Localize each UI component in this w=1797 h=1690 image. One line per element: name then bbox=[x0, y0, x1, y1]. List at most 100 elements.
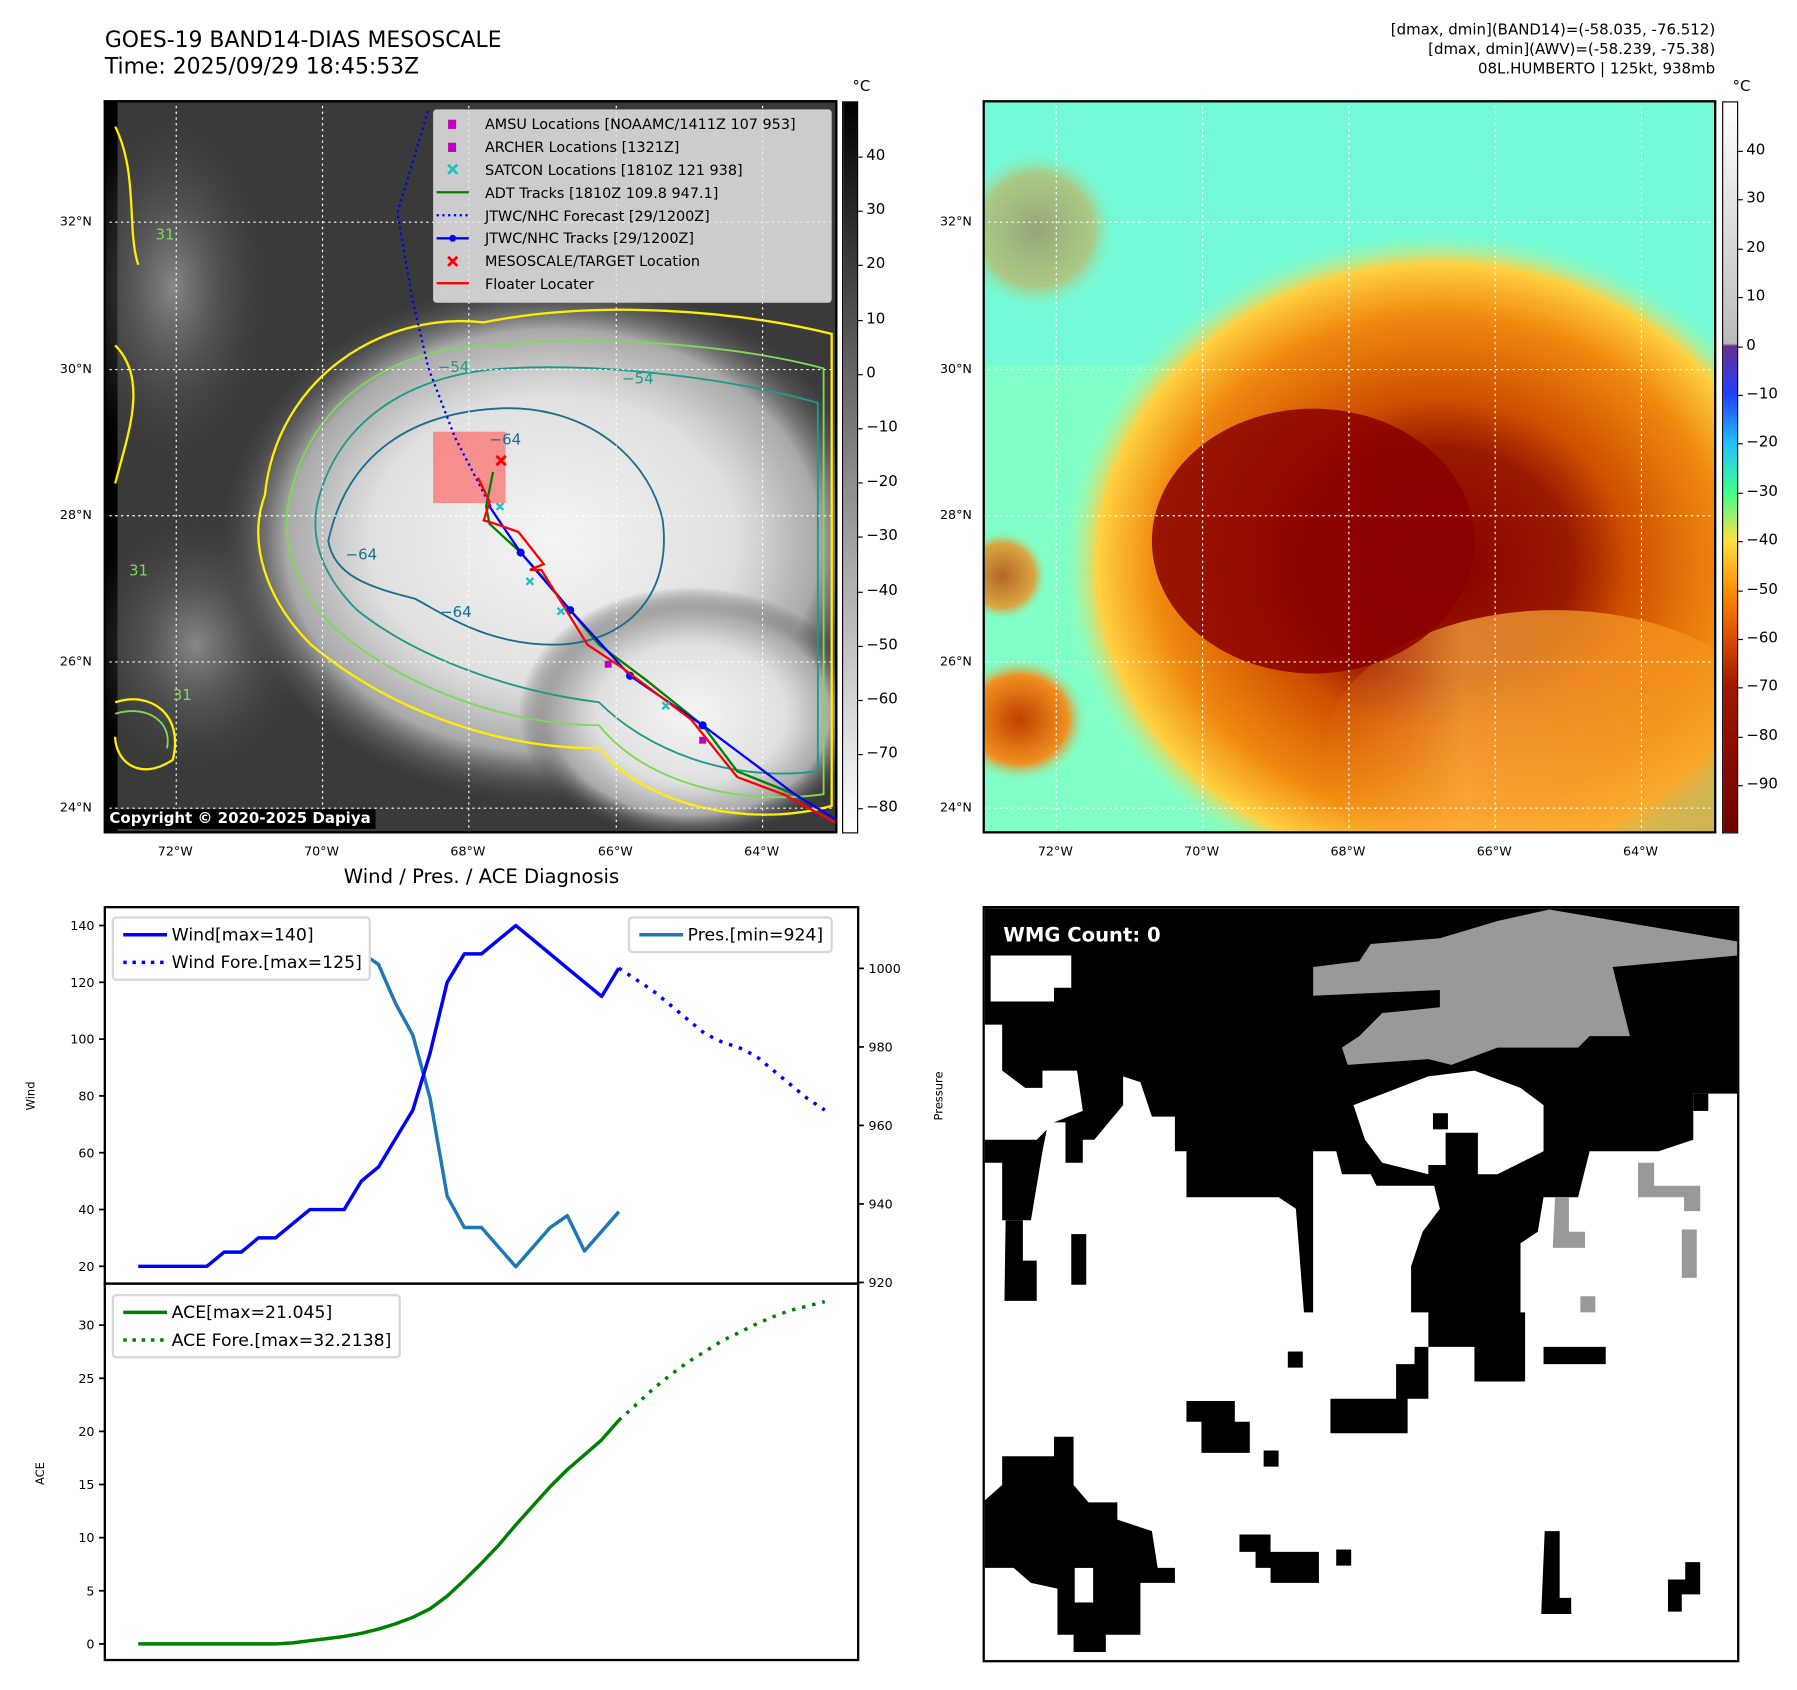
contour-label: −54 bbox=[622, 369, 654, 387]
line-dot-icon bbox=[436, 234, 469, 242]
wind-forecast-line bbox=[617, 966, 826, 1112]
ace-axes bbox=[103, 1282, 860, 1662]
forecast-track bbox=[396, 109, 492, 508]
ace-y-tick-label: 30 bbox=[78, 1318, 94, 1333]
awv-lat-label: 28°N bbox=[939, 507, 972, 523]
legend-label: Floater Locater bbox=[484, 275, 594, 293]
wind-y-tick-label: 100 bbox=[70, 1032, 94, 1047]
solid-line-icon bbox=[436, 191, 469, 194]
ir-colorbar-tick: −30 bbox=[866, 527, 898, 545]
awv-colorbar-tick: −60 bbox=[1746, 629, 1778, 647]
ace-y-tick-label: 15 bbox=[78, 1477, 94, 1492]
awv-colorbar-tick: −20 bbox=[1746, 434, 1778, 452]
wmg-panel: WMG Count: 0 bbox=[982, 905, 1740, 1663]
copyright-label: Copyright © 2020-2025 Dapiya bbox=[104, 809, 376, 829]
floater-box bbox=[433, 431, 506, 504]
contour-label: −64 bbox=[440, 603, 472, 621]
solid-line-icon bbox=[436, 282, 469, 285]
legend-marker bbox=[434, 254, 471, 268]
tick-mark bbox=[1738, 248, 1743, 250]
ir-colorbar-unit: °C bbox=[852, 78, 871, 96]
ir-lon-label: 72°W bbox=[157, 843, 193, 859]
legend-label: MESOSCALE/TARGET Location bbox=[484, 252, 701, 270]
wind-y-tick-label: 80 bbox=[78, 1089, 94, 1104]
ir-lat-label: 28°N bbox=[59, 507, 92, 523]
wind-axis-label: Wind bbox=[24, 1081, 38, 1110]
wind-legend-line bbox=[123, 933, 168, 937]
awv-lon-label: 68°W bbox=[1330, 843, 1366, 859]
tick-mark bbox=[858, 482, 863, 484]
ir-colorbar-tick: −50 bbox=[866, 636, 898, 654]
ace-y-tick-label: 25 bbox=[78, 1371, 94, 1386]
legend-marker bbox=[434, 140, 471, 154]
ir-colorbar-tick: −70 bbox=[866, 745, 898, 763]
ir-map-legend: AMSU Locations [NOAAMC/1411Z 107 953] ARC… bbox=[433, 109, 832, 303]
awv-lat-label: 24°N bbox=[939, 800, 972, 816]
tick-mark bbox=[1738, 590, 1743, 592]
awv-colorbar-tick: −80 bbox=[1746, 727, 1778, 745]
tick-mark bbox=[858, 808, 863, 810]
ir-colorbar-tick: 10 bbox=[866, 310, 886, 328]
tick-mark bbox=[1738, 492, 1743, 494]
target-marker bbox=[495, 454, 507, 467]
ir-map-image: −54 −54 −64 −64 −64 31 31 31 bbox=[105, 102, 836, 832]
legend-label: JTWC/NHC Forecast [29/1200Z] bbox=[484, 206, 710, 224]
wind-y-tick-label: 120 bbox=[70, 975, 94, 990]
awv-colorbar-tick: 10 bbox=[1746, 288, 1766, 306]
tick-mark bbox=[1738, 346, 1743, 348]
x-marker-icon bbox=[447, 255, 459, 267]
pressure-y-tick-label: 980 bbox=[869, 1040, 893, 1055]
legend-label: AMSU Locations [NOAAMC/1411Z 107 953] bbox=[484, 115, 796, 133]
legend-label: SATCON Locations [1810Z 121 938] bbox=[484, 161, 743, 179]
ir-lat-label: 24°N bbox=[59, 800, 92, 816]
tick-mark bbox=[858, 265, 863, 267]
pressure-axis-label: Pressure bbox=[931, 1071, 945, 1120]
pressure-y-tick-label: 960 bbox=[869, 1118, 893, 1133]
tick-mark bbox=[858, 428, 863, 430]
stats-header: [dmax, dmin](BAND14)=(-58.035, -76.512) … bbox=[1391, 21, 1715, 80]
awv-map-image bbox=[984, 102, 1715, 832]
tick-mark bbox=[858, 591, 863, 593]
title-time: Time: 2025/09/29 18:45:53Z bbox=[104, 54, 420, 80]
wmg-mask-image bbox=[984, 908, 1738, 1652]
legend-item: ADT Tracks [1810Z 109.8 947.1] bbox=[434, 181, 830, 204]
ir-lon-label: 66°W bbox=[597, 843, 633, 859]
legend-label: JTWC/NHC Tracks [29/1200Z] bbox=[484, 229, 695, 247]
ace-y-tick-label: 0 bbox=[86, 1637, 94, 1652]
pressure-legend-label: Pres.[min=924] bbox=[687, 924, 824, 946]
ace-forecast-line bbox=[617, 1299, 826, 1422]
ir-colorbar-tick: −10 bbox=[866, 419, 898, 437]
stats-awv: [dmax, dmin](AWV)=(-58.239, -75.38) bbox=[1428, 41, 1716, 59]
ace-y-tick-label: 10 bbox=[78, 1530, 94, 1545]
contour-label: 31 bbox=[173, 686, 192, 704]
tick-mark bbox=[1738, 736, 1743, 738]
awv-colorbar-tick: −40 bbox=[1746, 532, 1778, 550]
awv-colorbar-tick: −10 bbox=[1746, 385, 1778, 403]
tick-mark bbox=[1738, 687, 1743, 689]
wind-y-tick-label: 60 bbox=[78, 1145, 94, 1160]
ir-colorbar-tick: −80 bbox=[866, 799, 898, 817]
wind-y-tick-label: 20 bbox=[78, 1259, 94, 1274]
contour-label: −64 bbox=[490, 430, 522, 448]
stats-band14: [dmax, dmin](BAND14)=(-58.035, -76.512) bbox=[1390, 21, 1716, 40]
ace-fore-legend-label: ACE Fore.[max=32.2138] bbox=[171, 1329, 392, 1351]
ace-y-tick-label: 20 bbox=[78, 1424, 94, 1439]
ace-line bbox=[138, 1419, 621, 1646]
square-marker-icon bbox=[448, 119, 457, 129]
awv-lon-label: 72°W bbox=[1037, 843, 1073, 859]
tick-mark bbox=[858, 319, 863, 321]
awv-colorbar-tick: 20 bbox=[1746, 239, 1766, 257]
wind-y-tick-label: 40 bbox=[78, 1202, 94, 1217]
tick-mark bbox=[858, 156, 863, 158]
chart-title: Wind / Pres. / ACE Diagnosis bbox=[343, 865, 620, 889]
wmg-count-label: WMG Count: 0 bbox=[1003, 924, 1161, 948]
tick-mark bbox=[1738, 638, 1743, 641]
awv-map-panel bbox=[982, 100, 1717, 834]
tick-mark bbox=[1738, 541, 1743, 543]
legend-label: ARCHER Locations [1321Z] bbox=[484, 138, 680, 156]
pressure-legend-line bbox=[639, 933, 684, 937]
legend-item: Floater Locater bbox=[434, 272, 830, 295]
ir-lat-label: 26°N bbox=[59, 653, 92, 669]
